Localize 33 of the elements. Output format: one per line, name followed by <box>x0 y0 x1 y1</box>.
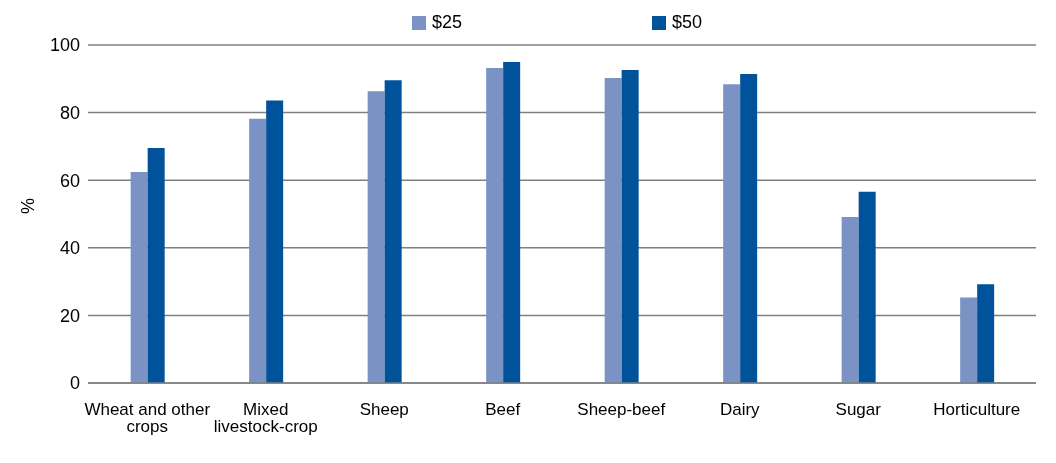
bar <box>740 74 758 383</box>
y-tick-label: 100 <box>49 35 80 56</box>
bar <box>723 84 741 383</box>
y-tick-label: 0 <box>69 373 80 394</box>
bar <box>249 118 267 383</box>
x-tick-label: Mixed livestock-crop <box>213 400 318 437</box>
bar <box>858 191 876 383</box>
bar <box>384 80 402 383</box>
bar <box>604 78 622 383</box>
y-axis-title: % <box>18 197 39 214</box>
x-tick-label: Horticulture <box>933 400 1021 420</box>
legend-label: $25 <box>431 12 462 33</box>
x-tick-label: Sheep <box>359 400 409 420</box>
bar <box>147 148 165 383</box>
x-tick-label: Beef <box>485 400 521 420</box>
y-tick-label: 40 <box>59 238 80 259</box>
bar <box>503 61 521 383</box>
bar <box>977 284 995 383</box>
bar <box>266 100 284 383</box>
bar <box>130 172 148 383</box>
y-tick-label: 60 <box>59 170 80 191</box>
x-tick-label: Dairy <box>719 400 761 420</box>
x-tick-label: Sheep-beef <box>577 400 666 420</box>
bar <box>960 297 978 383</box>
y-tick-label: 80 <box>59 102 80 123</box>
bar <box>486 67 504 383</box>
x-tick-label: Sugar <box>835 400 882 420</box>
x-tick-label: Wheat and other crops <box>84 400 211 437</box>
y-tick-label: 20 <box>59 305 80 326</box>
bar <box>367 91 385 383</box>
legend-label: $50 <box>672 12 703 33</box>
bar <box>841 217 859 383</box>
bar <box>621 70 639 383</box>
